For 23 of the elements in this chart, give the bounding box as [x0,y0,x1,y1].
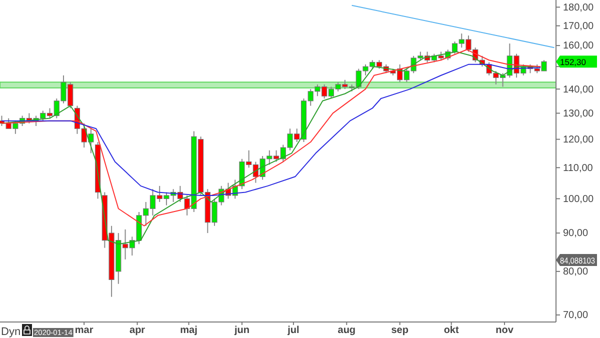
x-tick-label: nov [496,325,514,336]
y-tick-label: 130,00 [563,108,594,120]
y-tick-label: 120,00 [563,134,594,146]
x-tick-label: sep [391,325,408,336]
x-tick-label: apr [130,325,146,336]
y-tick-label: 180,00 [563,2,594,14]
y-tick-label: 110,00 [563,162,594,174]
y-tick-label: 80,00 [563,266,588,278]
text: 152,30 [560,57,586,68]
y-tick-label: 70,00 [563,310,588,322]
x-tick-label: mar [74,325,94,336]
y-tick-label: 100,00 [563,194,594,205]
y-tick-label: 140,00 [563,84,594,96]
text: 84,088103 [560,256,600,266]
y-tick-label: 90,00 [563,228,588,240]
y-tick-label: 160,00 [563,40,594,52]
y-tick-label: 170,00 [563,20,594,32]
x-tick-label: maj [180,325,198,336]
text: Dyn [1,326,21,338]
x-tick-label: jul [286,325,300,336]
x-tick-label: jun [233,325,250,336]
x-tick-label: aug [338,325,356,336]
x-tick-label: okt [444,325,460,336]
